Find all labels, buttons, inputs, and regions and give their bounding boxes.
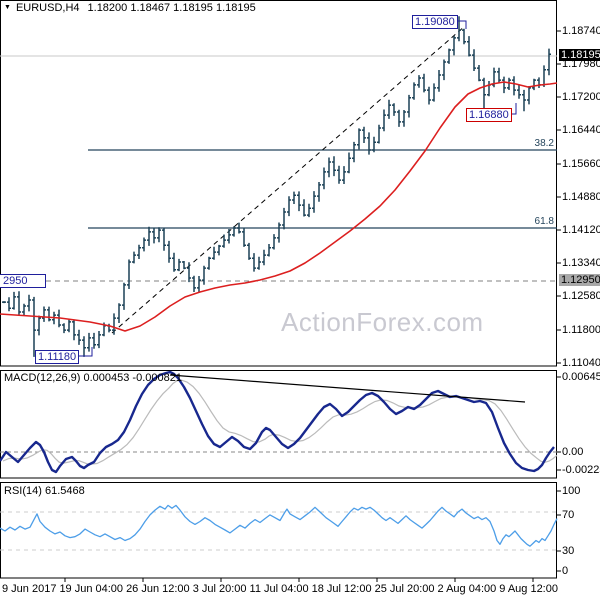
- watermark: ActionForex.com: [281, 307, 484, 337]
